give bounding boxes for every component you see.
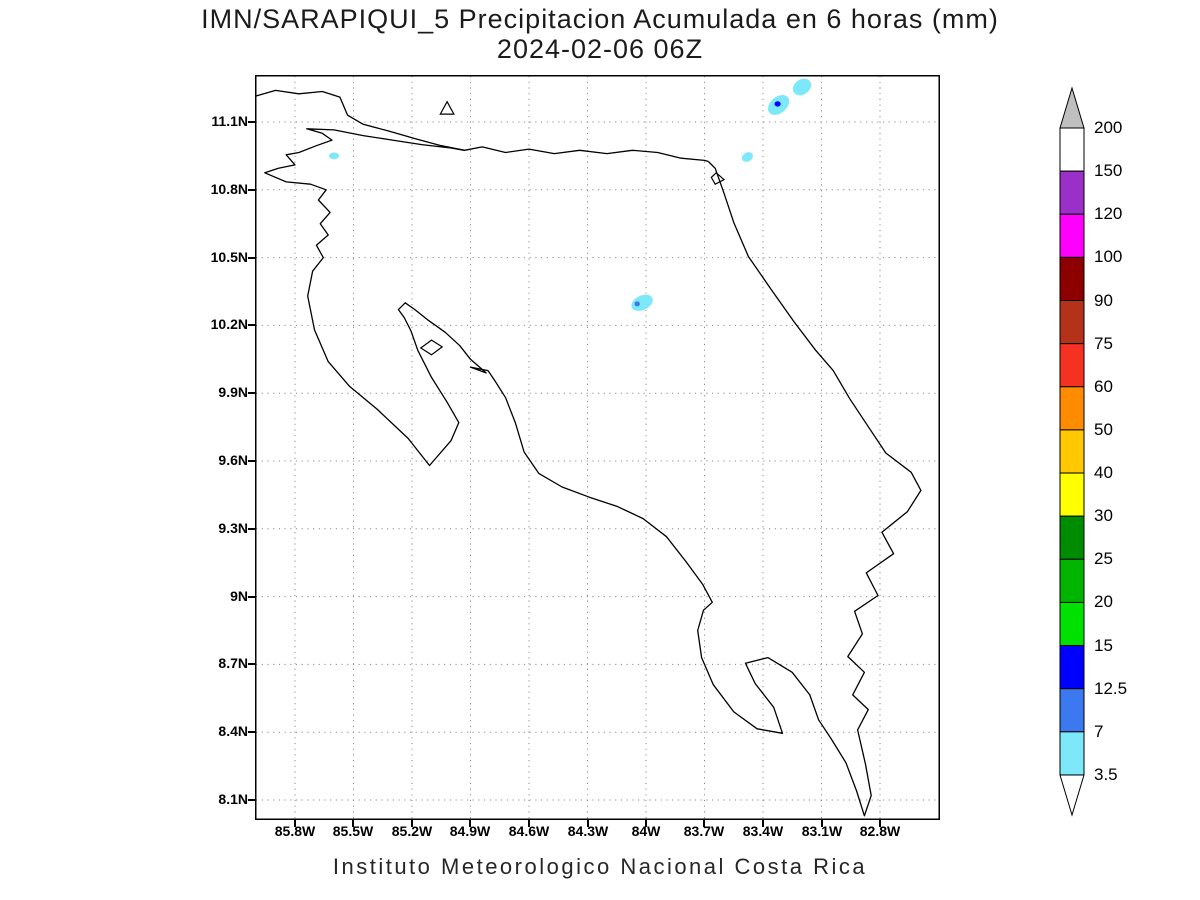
lat-tick-mark	[248, 460, 255, 462]
colorbar-level-label: 20	[1094, 592, 1113, 611]
lon-tick-label: 82.8W	[859, 823, 901, 839]
page-subtitle-datetime: 2024-02-06 06Z	[496, 34, 704, 64]
lon-tick-label: 83.4W	[742, 823, 784, 839]
colorbar-band	[1059, 515, 1085, 560]
colorbar-level-label: 200	[1094, 118, 1123, 137]
lon-tick-mark	[762, 820, 764, 827]
lat-tick-label: 8.7N	[218, 655, 248, 671]
colorbar-level-label: 30	[1094, 506, 1113, 525]
colorbar-level-label: 15	[1094, 636, 1113, 655]
lat-tick-mark	[248, 596, 255, 598]
colorbar-level-label: 90	[1094, 291, 1113, 310]
chira-island-outline	[419, 339, 444, 356]
colorbar-band	[1059, 386, 1085, 431]
colorbar-level-label: 60	[1094, 377, 1113, 396]
lat-tick-mark	[248, 121, 255, 123]
colorbar-level-label: 50	[1094, 420, 1113, 439]
colorbar-level-label: 3.5	[1094, 765, 1118, 784]
lat-tick-mark	[248, 392, 255, 394]
lat-tick-mark	[248, 663, 255, 665]
lat-tick-mark	[248, 731, 255, 733]
footer-caption: Instituto Meteorologico Nacional Costa R…	[332, 854, 868, 879]
colorbar-scale	[1059, 86, 1085, 817]
lat-tick-mark	[248, 799, 255, 801]
lon-tick-mark	[645, 820, 647, 827]
lat-tick-label: 10.5N	[210, 249, 248, 265]
lat-tick-label: 8.4N	[218, 723, 248, 739]
page-title: IMN/SARAPIQUI_5 Precipitacion Acumulada …	[201, 4, 999, 34]
lat-tick-mark	[248, 324, 255, 326]
colorbar-level-label: 120	[1094, 204, 1123, 223]
lat-tick-label: 9.3N	[218, 520, 248, 536]
lat-tick-label: 9N	[230, 588, 248, 604]
colorbar-cap-below	[1059, 774, 1085, 817]
lat-tick-label: 10.2N	[210, 316, 248, 332]
lat-tick-mark	[248, 257, 255, 259]
lon-tick-mark	[821, 820, 823, 827]
lat-tick-label: 8.1N	[218, 791, 248, 807]
lon-tick-label: 85.5W	[332, 823, 374, 839]
lon-tick-mark	[469, 820, 471, 827]
colorbar-band	[1059, 601, 1085, 647]
lat-tick-mark	[248, 189, 255, 191]
colorbar-level-label: 75	[1094, 334, 1113, 353]
colorbar-band	[1059, 688, 1085, 733]
lon-tick-mark	[352, 820, 354, 827]
lon-tick-mark	[411, 820, 413, 827]
lon-tick-mark	[879, 820, 881, 827]
colorbar-band	[1059, 429, 1085, 474]
map-plot-area	[255, 75, 940, 820]
lat-tick-mark	[248, 528, 255, 530]
colorbar-band	[1059, 558, 1085, 603]
lon-tick-label: 85.2W	[391, 823, 433, 839]
lon-tick-label: 85.8W	[274, 823, 316, 839]
colorbar-band	[1059, 213, 1085, 258]
colorbar-band	[1059, 300, 1085, 345]
lat-tick-label: 9.6N	[218, 452, 248, 468]
colorbar-band	[1059, 256, 1085, 302]
colorbar-level-label: 40	[1094, 463, 1113, 482]
lon-tick-label: 83.7W	[683, 823, 725, 839]
colorbar-band	[1059, 731, 1085, 776]
lon-tick-label: 84W	[631, 823, 661, 839]
colorbar-band	[1059, 343, 1085, 388]
precipitation-patch-level-3.5	[631, 294, 653, 311]
nicaragua-border-line	[255, 89, 709, 163]
colorbar-band	[1059, 472, 1085, 517]
colorbar-cap-above	[1059, 86, 1085, 129]
colorbar-band	[1059, 645, 1085, 690]
precipitation-patch-level-3.5	[792, 78, 812, 96]
costa-rica-map	[255, 75, 940, 820]
colorbar-band	[1059, 170, 1085, 215]
colorbar-level-label: 25	[1094, 549, 1113, 568]
lon-tick-mark	[294, 820, 296, 827]
lon-tick-label: 84.3W	[567, 823, 609, 839]
lon-tick-label: 83.1W	[801, 823, 843, 839]
colorbar-level-label: 100	[1094, 247, 1123, 266]
colorbar-level-label: 150	[1094, 161, 1123, 180]
solentiname-island-outline	[439, 100, 455, 115]
precipitation-patch-level-3.5	[741, 152, 753, 162]
precipitation-patch-level-7	[774, 101, 781, 107]
lon-tick-mark	[587, 820, 589, 827]
lon-tick-label: 84.9W	[449, 823, 491, 839]
colorbar	[1050, 80, 1120, 825]
precipitation-patch-level-7	[634, 301, 640, 307]
lat-tick-label: 9.9N	[218, 384, 248, 400]
lat-tick-label: 10.8N	[210, 181, 248, 197]
colorbar-level-label: 7	[1094, 722, 1104, 741]
lon-tick-mark	[703, 820, 705, 827]
map-frame-border	[255, 75, 940, 820]
colorbar-band	[1059, 127, 1085, 172]
precipitation-patch-level-3.5	[328, 152, 340, 160]
lon-tick-label: 84.6W	[508, 823, 550, 839]
lon-tick-mark	[528, 820, 530, 827]
calero-island-outline	[710, 171, 726, 185]
lat-tick-label: 11.1N	[211, 113, 248, 129]
colorbar-level-label: 12.5	[1094, 679, 1128, 698]
costa-rica-coastline	[264, 128, 922, 817]
